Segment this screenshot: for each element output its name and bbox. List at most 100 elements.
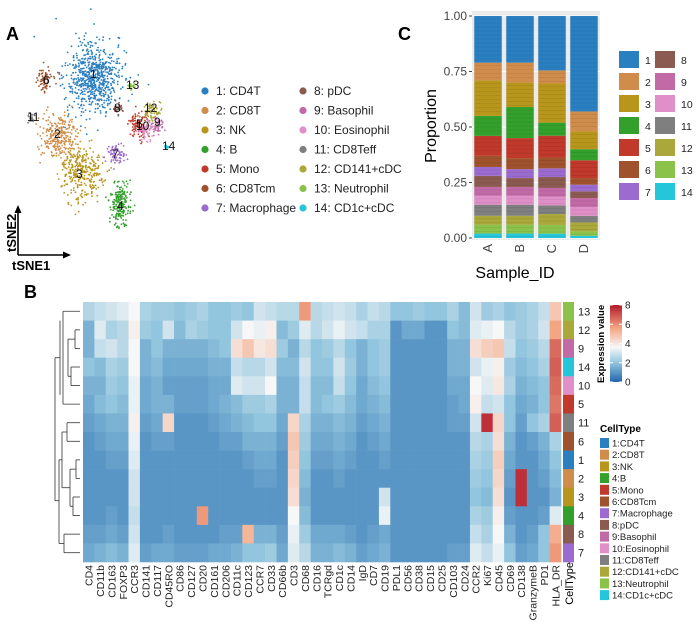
heatmap-cell: [174, 302, 186, 321]
heatmap-cell: [435, 487, 448, 507]
heatmap-cell: [185, 524, 198, 544]
heatmap-cell: [469, 543, 482, 563]
heatmap-cell: [83, 432, 95, 451]
heatmap-cell: [208, 524, 220, 544]
heatmap-cell: [230, 469, 243, 489]
heatmap-cell: [401, 469, 414, 489]
heatmap-cell: [253, 376, 266, 396]
heatmap-cell: [367, 302, 380, 321]
bar-segment-14: [570, 235, 598, 238]
bar-segment-5: [506, 138, 534, 159]
heatmap-cell: [230, 432, 243, 451]
heatmap-cell: [117, 394, 129, 414]
heatmap-cell: [242, 339, 255, 359]
heatmap-cell: [401, 394, 414, 414]
heatmap-cell: [390, 524, 402, 544]
heatmap-column-label: PDL1: [391, 565, 403, 591]
heatmap-cell: [242, 524, 255, 544]
legend-swatch-icon: [655, 95, 675, 112]
heatmap-cell: [139, 524, 152, 544]
heatmap-cell: [390, 450, 402, 470]
bar-segment-10: [570, 206, 598, 216]
heatmap-cell: [139, 339, 152, 359]
heatmap-cell: [105, 432, 118, 451]
heatmap-cell: [469, 432, 482, 451]
heatmap-cell: [401, 487, 414, 507]
legend-swatch-icon: [655, 73, 675, 90]
celltype-legend-item: 6:CD8Tcm: [600, 496, 656, 508]
heatmap-cell: [219, 413, 232, 433]
heatmap-cell: [378, 506, 391, 526]
heatmap-cell: [356, 487, 368, 507]
heatmap-cell: [276, 469, 289, 489]
heatmap-cell: [504, 506, 516, 526]
tsne-cluster-2-points: [35, 105, 82, 169]
heatmap-cell: [162, 413, 175, 433]
legend-swatch-icon: [619, 51, 639, 68]
heatmap-cell: [447, 469, 459, 489]
heatmap-row-label: 7: [578, 548, 584, 560]
heatmap-cell: [424, 524, 437, 544]
heatmap-cell: [344, 357, 357, 377]
bar-segment-11: [474, 204, 502, 216]
bar-segment-12: [570, 222, 598, 232]
heatmap-cell: [504, 394, 516, 414]
celltype-legend-item: 5:Mono: [600, 484, 644, 496]
heatmap-cell: [139, 543, 152, 563]
heatmap-cell: [310, 357, 323, 377]
bar-legend-label: 5: [645, 143, 651, 155]
heatmap-cell: [526, 302, 539, 321]
legend-swatch-icon: [619, 161, 639, 178]
heatmap-cell: [413, 320, 425, 340]
bar-segment-9: [506, 186, 534, 196]
tsne-cluster-4-points: [105, 179, 136, 230]
heatmap-cell: [253, 487, 266, 507]
heatmap-cell: [526, 469, 539, 489]
heatmap-cell: [174, 543, 186, 563]
heatmap-cell: [356, 450, 368, 470]
heatmap-cell: [401, 543, 414, 563]
heatmap-cell: [526, 357, 539, 377]
tsne-cluster-label: 6: [43, 73, 50, 87]
heatmap-cell: [469, 357, 482, 377]
heatmap-cell: [117, 543, 129, 563]
heatmap-cell: [401, 339, 414, 359]
heatmap-cell: [265, 450, 277, 470]
heatmap-cell: [265, 339, 277, 359]
tsne-cluster-label: 7: [112, 147, 119, 161]
bar-segment-2: [506, 62, 534, 83]
bar-segment-13: [570, 231, 598, 236]
heatmap-cell: [299, 450, 311, 470]
colorbar-tick-label: 4: [625, 339, 631, 350]
heatmap-cell: [219, 357, 232, 377]
heatmap-cell: [549, 450, 562, 470]
heatmap-cell: [538, 339, 550, 359]
heatmap-cell: [94, 506, 107, 526]
heatmap-cell: [469, 376, 482, 396]
heatmap-cell: [333, 469, 346, 489]
heatmap-cell: [185, 376, 198, 396]
heatmap-cell: [162, 339, 175, 359]
heatmap-cell: [344, 506, 357, 526]
heatmap-cell: [515, 543, 528, 563]
heatmap-cell: [538, 320, 550, 340]
heatmap-cell: [367, 376, 380, 396]
heatmap-cell: [265, 320, 277, 340]
heatmap-cell: [94, 357, 107, 377]
heatmap-cell: [230, 339, 243, 359]
heatmap-cell: [378, 543, 391, 563]
heatmap-cell: [481, 376, 494, 396]
tsne-points: [27, 8, 170, 230]
celltype-cell: [563, 339, 574, 359]
heatmap-cell: [196, 376, 209, 396]
heatmap-cell: [253, 506, 266, 526]
heatmap-cell: [185, 543, 198, 563]
heatmap-cell: [322, 487, 334, 507]
heatmap-cell: [83, 524, 95, 544]
heatmap-cell: [185, 432, 198, 451]
bar-segment-11: [506, 204, 534, 216]
heatmap-cell: [139, 487, 152, 507]
heatmap-cell: [287, 469, 300, 489]
heatmap-cell: [344, 487, 357, 507]
heatmap-cell: [413, 302, 425, 321]
